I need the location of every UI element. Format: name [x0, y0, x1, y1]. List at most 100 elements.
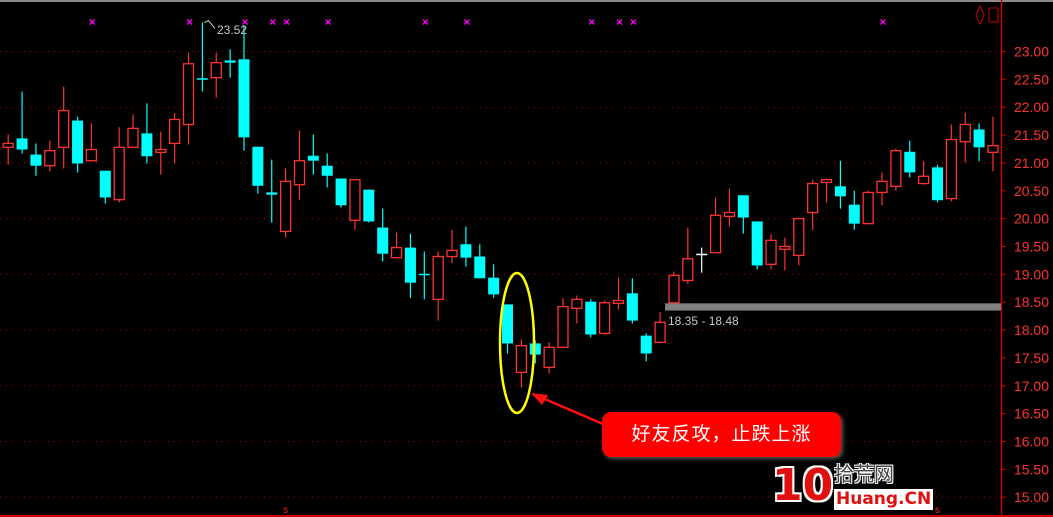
candle: [557, 298, 569, 348]
candle: [571, 295, 583, 324]
candle-body: [529, 343, 541, 355]
candle: [30, 143, 42, 176]
candle-body: [418, 273, 430, 276]
candle-body: [293, 160, 306, 186]
candle-body: [58, 109, 70, 148]
candle-body: [917, 175, 930, 185]
candle: [488, 264, 500, 298]
signal-marker-top: [630, 19, 637, 25]
site-logo: 10 拾荒网 Huang.CN: [770, 460, 934, 514]
x-mark-icon: [880, 19, 886, 25]
candle-body: [959, 123, 971, 143]
axis-tick-label: 16.50: [1014, 406, 1049, 422]
toolbar-icons: [975, 4, 999, 26]
signal-marker-top: [242, 19, 248, 25]
highlight-ellipse: [498, 271, 536, 415]
candle: [723, 188, 736, 227]
candle-body: [349, 178, 361, 221]
top-border: [0, 0, 1053, 2]
axis-tick-label: 22.00: [1014, 99, 1049, 115]
axis-tick-label: 23.00: [1014, 44, 1049, 60]
candle-body: [210, 61, 222, 79]
candle: [654, 312, 666, 344]
candle: [626, 278, 638, 324]
candle: [529, 340, 541, 364]
candle-body: [252, 146, 264, 186]
candle-body: [30, 154, 42, 166]
candle: [931, 164, 943, 203]
candle: [585, 299, 597, 338]
x-mark-icon: [283, 19, 290, 25]
candle: [987, 116, 999, 172]
candle: [807, 179, 819, 231]
candle-body: [2, 142, 14, 148]
candle: [737, 195, 749, 234]
signal-marker-top: [269, 19, 276, 25]
candle: [99, 170, 111, 204]
candle-body: [834, 186, 846, 197]
candle: [58, 86, 70, 169]
zone-label: 18.35 - 18.48: [668, 314, 739, 328]
candle-body: [571, 298, 583, 309]
signal-marker-top: [283, 19, 290, 25]
axis-tick-label: 21.50: [1014, 127, 1049, 143]
candle-body: [807, 182, 819, 214]
candle-body: [543, 346, 555, 369]
candle-body: [72, 120, 84, 164]
candle-body: [640, 335, 652, 354]
candle-body: [85, 148, 98, 162]
diamond-icon[interactable]: [975, 4, 985, 26]
axis-tick-label: 22.50: [1014, 71, 1049, 87]
axis-tick-label: 18.00: [1014, 322, 1049, 338]
candle-body: [973, 129, 985, 148]
axis-tick-label: 17.00: [1014, 378, 1049, 394]
candle: [904, 140, 916, 178]
candle-body: [931, 167, 943, 201]
candle: [793, 217, 805, 266]
candle-body: [890, 150, 902, 187]
candle: [321, 153, 333, 188]
candle: [668, 271, 680, 304]
axis-tick-label: 20.50: [1014, 183, 1049, 199]
candle-body: [598, 302, 611, 335]
panel-icon[interactable]: [988, 7, 999, 23]
candle-body: [848, 204, 860, 224]
candles: [2, 19, 999, 388]
candle: [127, 114, 139, 148]
candle: [474, 244, 486, 279]
logo-number: 10: [772, 460, 834, 511]
candle: [44, 140, 56, 172]
signal-marker-top: [463, 19, 470, 25]
candle: [446, 229, 458, 264]
signal-marker-top: [186, 19, 193, 25]
price-zone: [665, 303, 1001, 311]
candle-body: [987, 144, 999, 153]
candle: [640, 333, 652, 362]
candle: [2, 134, 14, 165]
candle-body: [279, 180, 292, 233]
candle-body: [155, 148, 167, 153]
candle: [266, 159, 278, 223]
candle: [182, 52, 195, 145]
signal-marker-top: [325, 19, 332, 25]
candle-body: [723, 211, 736, 218]
candle-body: [141, 133, 153, 157]
signal-marker-top: [422, 19, 429, 25]
candle-body: [224, 60, 236, 63]
x-mark-icon: [89, 19, 96, 25]
candle: [390, 232, 403, 259]
x-mark-icon: [269, 19, 276, 25]
candle-body: [16, 138, 28, 150]
annotation-callout: 好友反攻，止跌上涨: [602, 412, 841, 457]
candle-body: [696, 253, 708, 256]
candle: [377, 208, 389, 262]
candle: [238, 25, 250, 151]
candle: [696, 247, 708, 273]
candle-body: [876, 180, 888, 194]
candle-body: [196, 78, 208, 80]
candle: [307, 134, 319, 175]
candle-body: [446, 249, 458, 258]
candle-body: [99, 170, 111, 198]
